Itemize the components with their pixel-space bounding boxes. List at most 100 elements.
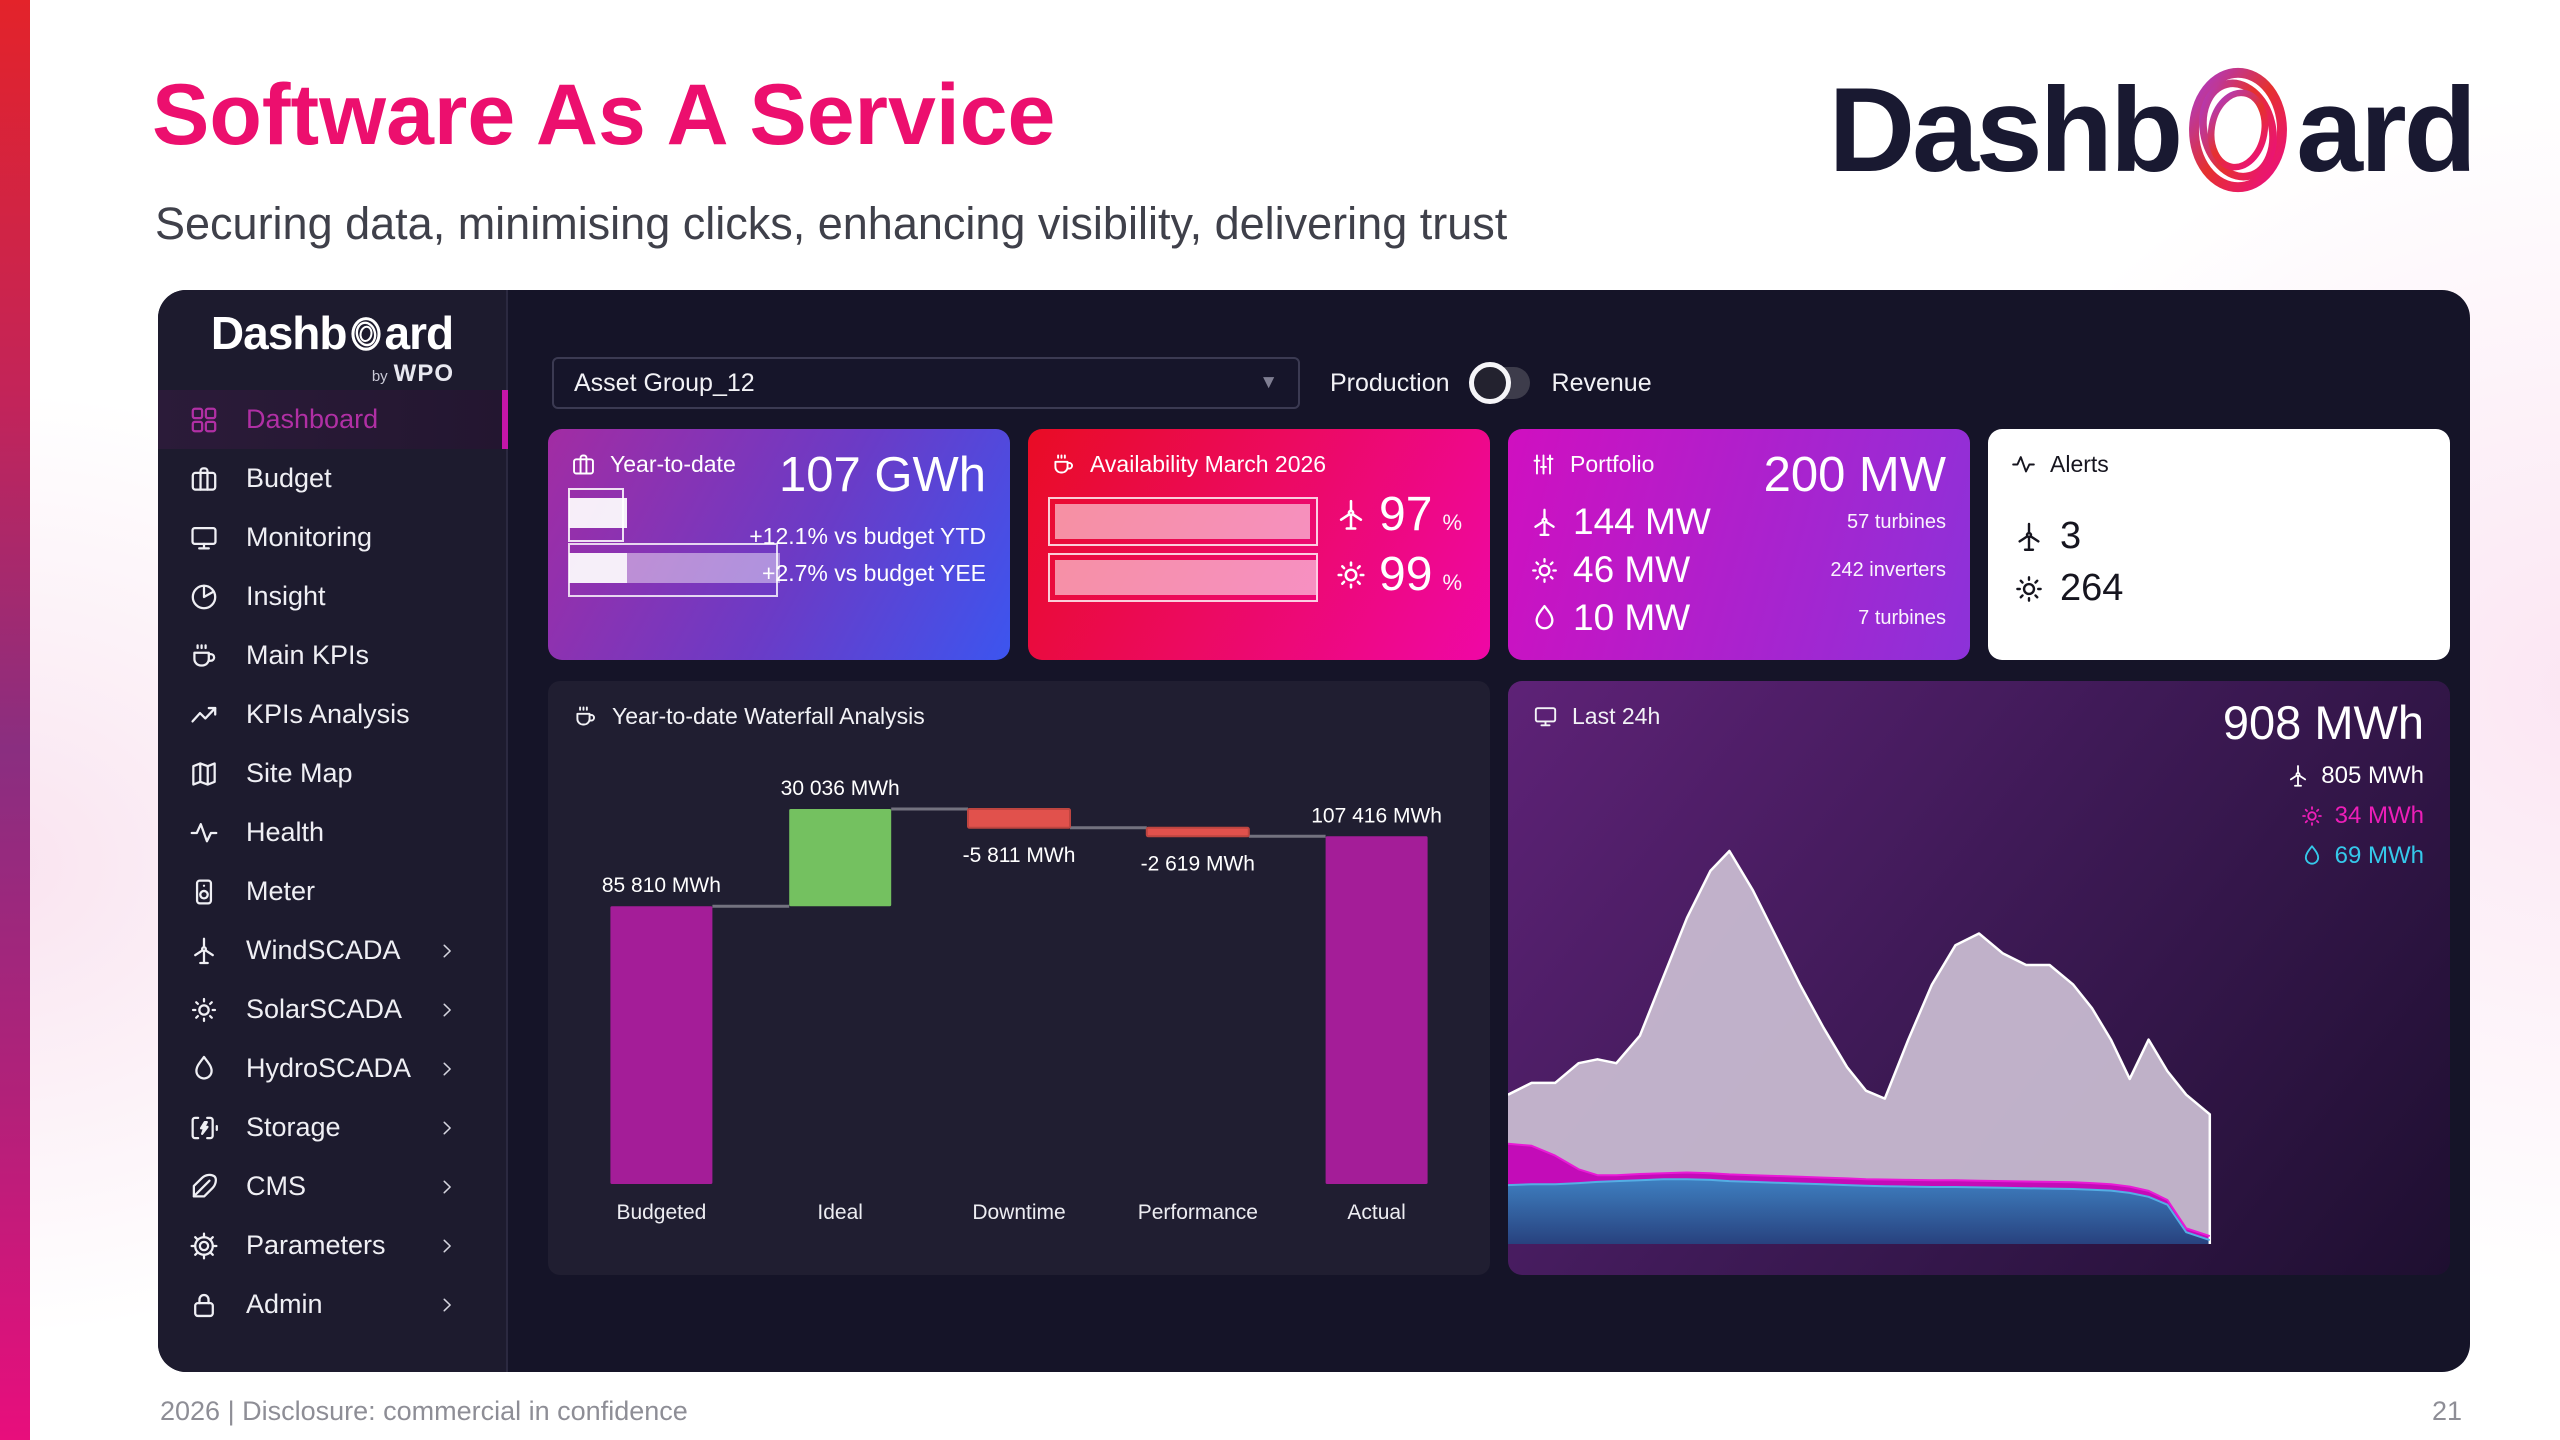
- sidebar-item-label: Health: [246, 817, 325, 847]
- logo-swirl-icon: [2189, 67, 2288, 193]
- waterfall-panel: Year-to-date Waterfall Analysis 85 810 M…: [548, 681, 1490, 1275]
- kpi-cards-row: Year-to-date 107 GWh +12.1% vs budget YT…: [548, 429, 2450, 660]
- chevron-right-icon: [436, 999, 458, 1021]
- sidebar-item-parameters[interactable]: Parameters: [158, 1216, 506, 1275]
- waterfall-title: Year-to-date Waterfall Analysis: [612, 703, 925, 729]
- svg-text:Downtime: Downtime: [972, 1201, 1065, 1224]
- svg-text:30 036 MWh: 30 036 MWh: [781, 777, 900, 800]
- last24h-card: Last 24h 908 MWh 805 MWh 34 MWh 69 MWh: [1508, 681, 2450, 1275]
- card-availability-title: Availability March 2026: [1090, 451, 1327, 477]
- sidebar-item-storage[interactable]: Storage: [158, 1098, 506, 1157]
- sidebar-item-label: Site Map: [246, 758, 353, 788]
- svg-text:-5 811 MWh: -5 811 MWh: [963, 844, 1076, 867]
- coffee-icon: [572, 703, 599, 730]
- availability-solar-value: 99: [1379, 548, 1433, 601]
- card-year-to-date: Year-to-date 107 GWh +12.1% vs budget YT…: [548, 429, 1010, 660]
- sidebar-item-admin[interactable]: Admin: [158, 1275, 506, 1334]
- lock-icon: [188, 1289, 220, 1321]
- portfolio-solar-detail: 242 inverters: [1830, 558, 1946, 581]
- asset-group-select[interactable]: Asset Group_12 ▼: [552, 357, 1300, 409]
- svg-text:107 416 MWh: 107 416 MWh: [1311, 804, 1442, 827]
- svg-text:Budgeted: Budgeted: [616, 1201, 706, 1224]
- card-availability: Availability March 2026 97 % 99 %: [1028, 429, 1490, 660]
- sidebar-item-label: Admin: [246, 1289, 323, 1319]
- sidebar-brand-byline: by WPO: [158, 360, 506, 388]
- sidebar-item-meter[interactable]: Meter: [158, 862, 506, 921]
- droplet-icon: [2299, 843, 2325, 869]
- availability-wind-pct-symbol: %: [1442, 510, 1462, 535]
- sidebar-item-label: Monitoring: [246, 522, 373, 552]
- wind-icon: [188, 935, 220, 967]
- portfolio-solar-value: 46 MW: [1573, 549, 1691, 590]
- last24h-hydro-row: 69 MWh: [2223, 842, 2424, 870]
- sidebar-item-label: Parameters: [246, 1230, 386, 1260]
- portfolio-wind-detail: 57 turbines: [1847, 510, 1946, 533]
- portfolio-hydro-detail: 7 turbines: [1858, 606, 1946, 629]
- monitor-icon: [188, 522, 220, 554]
- portfolio-wind-row: 144 MW 57 turbines: [1528, 501, 1946, 543]
- byline-by: by: [371, 368, 388, 385]
- logo-text-right: ard: [2296, 63, 2477, 197]
- briefcase-icon: [188, 463, 220, 495]
- ytd-bullet-actual-1: [569, 498, 627, 528]
- card-ytd-title: Year-to-date: [610, 451, 736, 477]
- gear-icon: [188, 1230, 220, 1262]
- ytd-bullet-actual-2: [569, 553, 627, 583]
- alerts-wind-count: 3: [2060, 515, 2082, 557]
- sidebar-brand: Dashb ard by WPO: [158, 306, 506, 388]
- sidebar-item-windscada[interactable]: WindSCADA: [158, 921, 506, 980]
- chevron-right-icon: [436, 940, 458, 962]
- card-portfolio: Portfolio 200 MW 144 MW 57 turbines 46 M…: [1508, 429, 1970, 660]
- sidebar-item-budget[interactable]: Budget: [158, 449, 506, 508]
- ytd-delta-ytd: +12.1% vs budget YTD: [749, 523, 986, 549]
- sidebar-brand-text-right: ard: [384, 307, 455, 359]
- sidebar-item-hydroscada[interactable]: HydroSCADA: [158, 1039, 506, 1098]
- alerts-wind-row: 3: [2012, 515, 2081, 558]
- trend-icon: [188, 699, 220, 731]
- availability-bar-solar: [1048, 553, 1318, 602]
- waterfall-chart: 85 810 MWh Budgeted 30 036 MWh Ideal -5 811 …: [602, 777, 1442, 1224]
- ytd-bullet-projection-2: [627, 553, 780, 583]
- production-revenue-toggle-row: Production Revenue: [1330, 357, 1652, 409]
- availability-solar-row: 99 %: [1333, 547, 1462, 602]
- availability-solar-pct-symbol: %: [1442, 570, 1462, 595]
- slide-subtitle: Securing data, minimising clicks, enhanc…: [155, 198, 1508, 249]
- meter-icon: [188, 876, 220, 908]
- sidebar-item-label: Insight: [246, 581, 326, 611]
- dashboard-logo: Dashb ard: [1828, 62, 2477, 198]
- production-revenue-toggle[interactable]: [1468, 362, 1530, 404]
- sidebar-item-insight[interactable]: Insight: [158, 567, 506, 626]
- asset-group-value: Asset Group_12: [574, 368, 755, 397]
- sidebar-item-main-kpis[interactable]: Main KPIs: [158, 626, 506, 685]
- sidebar-item-site-map[interactable]: Site Map: [158, 744, 506, 803]
- chevron-right-icon: [436, 1058, 458, 1080]
- sidebar-item-dashboard[interactable]: Dashboard: [158, 390, 508, 449]
- alerts-solar-row: 264: [2012, 567, 2123, 610]
- sun-icon: [1333, 557, 1369, 593]
- sidebar-item-solarscada[interactable]: SolarSCADA: [158, 980, 506, 1039]
- monitor-icon: [1532, 703, 1559, 730]
- portfolio-hydro-value: 10 MW: [1573, 597, 1691, 638]
- last24h-solar-value: 34 MWh: [2334, 802, 2424, 829]
- sidebar-item-kpis-analysis[interactable]: KPIs Analysis: [158, 685, 506, 744]
- sidebar-item-cms[interactable]: CMS: [158, 1157, 506, 1216]
- portfolio-hydro-row: 10 MW 7 turbines: [1528, 597, 1946, 639]
- sun-icon: [2299, 803, 2325, 829]
- availability-wind-value: 97: [1379, 488, 1433, 541]
- feather-icon: [188, 1171, 220, 1203]
- page-number: 21: [2431, 1396, 2462, 1426]
- svg-text:85 810 MWh: 85 810 MWh: [602, 874, 721, 897]
- alerts-solar-count: 264: [2060, 567, 2124, 609]
- logo-text-left: Dashb: [1828, 63, 2184, 197]
- chevron-right-icon: [436, 1294, 458, 1316]
- ytd-value: 107 GWh: [779, 448, 986, 502]
- chevron-right-icon: [436, 1176, 458, 1198]
- footer-disclosure: 2026 | Disclosure: commercial in confide…: [160, 1396, 688, 1426]
- sidebar-item-monitoring[interactable]: Monitoring: [158, 508, 506, 567]
- sidebar-item-label: WindSCADA: [246, 935, 401, 965]
- last24h-total: 908 MWh: [2222, 696, 2424, 749]
- sidebar-item-health[interactable]: Health: [158, 803, 506, 862]
- dashboard-app: Dashb ard by WPO Dashboard Budget Monitorin…: [158, 290, 2470, 1372]
- availability-bar-wind-fill: [1055, 504, 1311, 539]
- droplet-icon: [1528, 602, 1561, 635]
